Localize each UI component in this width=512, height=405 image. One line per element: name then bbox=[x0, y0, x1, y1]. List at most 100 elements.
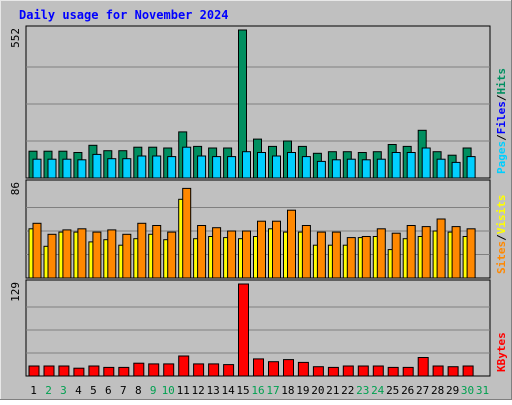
x-tick-label-8: 8 bbox=[135, 384, 142, 397]
bar-kbytes-day-6 bbox=[103, 366, 115, 377]
bar-sites-day-10 bbox=[167, 231, 177, 279]
bar-sites-day-18 bbox=[287, 209, 296, 279]
bar-kbytes-day-8 bbox=[133, 362, 145, 377]
bar-kbytes-day-28 bbox=[432, 365, 444, 377]
bar-files-day-2 bbox=[47, 158, 57, 179]
panel-visits-sites: 86 Sites/Visits bbox=[9, 179, 508, 279]
x-tick-label-12: 12 bbox=[191, 384, 204, 397]
legend-sites: Sites bbox=[495, 241, 508, 274]
x-tick-label-23: 23 bbox=[356, 384, 369, 397]
x-tick-label-31: 31 bbox=[476, 384, 489, 397]
bar-files-day-30 bbox=[466, 156, 476, 179]
panel-legend: Sites/Visits bbox=[495, 195, 508, 275]
bar-sites-day-5 bbox=[92, 231, 102, 279]
bar-files-day-10 bbox=[167, 156, 177, 179]
x-tick-label-21: 21 bbox=[326, 384, 339, 397]
x-tick-label-16: 16 bbox=[251, 384, 264, 397]
legend-kbytes: KBytes bbox=[495, 332, 508, 372]
bar-sites-day-2 bbox=[47, 233, 57, 279]
bar-kbytes-day-14 bbox=[223, 364, 235, 377]
bar-kbytes-day-10 bbox=[163, 363, 175, 377]
y-max-label: 86 bbox=[9, 182, 22, 195]
panel-legend: KBytes bbox=[495, 332, 508, 372]
bar-files-day-1 bbox=[32, 158, 42, 179]
bar-files-day-17 bbox=[272, 155, 281, 179]
bar-sites-day-27 bbox=[421, 226, 431, 279]
bar-kbytes-day-16 bbox=[253, 358, 264, 377]
x-axis-tick-labels: 1 2 3 4 5 6 7 8 9 10 11 12 13 14 15 16 17 18 19 20 21 22 23 24 2… bbox=[30, 384, 489, 397]
bar-kbytes-day-17 bbox=[268, 361, 279, 377]
x-tick-label-13: 13 bbox=[206, 384, 219, 397]
x-tick-label-9: 9 bbox=[150, 384, 157, 397]
bar-kbytes-day-4 bbox=[73, 367, 85, 377]
x-tick-label-1: 1 bbox=[30, 384, 37, 397]
bar-kbytes-day-18 bbox=[283, 359, 294, 377]
bar-files-day-9 bbox=[152, 155, 162, 179]
bar-kbytes-day-30 bbox=[462, 365, 474, 377]
x-tick-label-2: 2 bbox=[45, 384, 52, 397]
bar-files-day-3 bbox=[62, 158, 72, 179]
bar-kbytes-day-29 bbox=[447, 366, 459, 377]
legend-separator: / bbox=[495, 134, 508, 141]
x-tick-label-5: 5 bbox=[90, 384, 97, 397]
panel-kbytes: 129 KBytes bbox=[9, 279, 508, 377]
x-tick-label-17: 17 bbox=[266, 384, 279, 397]
bar-kbytes-day-2 bbox=[43, 365, 55, 377]
x-tick-label-19: 19 bbox=[296, 384, 309, 397]
bar-files-day-26 bbox=[406, 152, 416, 179]
legend-files: Files bbox=[495, 101, 508, 134]
bar-sites-day-19 bbox=[301, 225, 311, 279]
bar-files-day-4 bbox=[77, 159, 87, 179]
bar-sites-day-8 bbox=[137, 222, 147, 279]
bar-sites-day-6 bbox=[107, 229, 117, 279]
bar-kbytes-day-15 bbox=[238, 283, 249, 377]
bar-kbytes-day-19 bbox=[297, 361, 309, 377]
bar-files-day-20 bbox=[316, 160, 326, 179]
bar-files-day-15 bbox=[242, 151, 251, 179]
bar-sites-day-20 bbox=[316, 231, 326, 279]
legend-pages: Pages bbox=[495, 141, 508, 174]
bar-sites-day-11 bbox=[182, 187, 192, 279]
bar-files-day-5 bbox=[92, 153, 102, 179]
bar-files-day-27 bbox=[421, 147, 431, 179]
x-tick-label-15: 15 bbox=[236, 384, 249, 397]
bar-sites-day-7 bbox=[122, 233, 132, 279]
x-tick-label-20: 20 bbox=[311, 384, 324, 397]
bar-files-day-28 bbox=[436, 158, 446, 179]
bar-files-day-19 bbox=[301, 156, 311, 179]
bar-kbytes-day-5 bbox=[88, 365, 100, 377]
legend-separator: / bbox=[495, 234, 508, 241]
bar-kbytes-day-21 bbox=[327, 366, 339, 377]
x-tick-label-27: 27 bbox=[416, 384, 429, 397]
bar-files-day-11 bbox=[182, 146, 192, 179]
bar-files-day-7 bbox=[122, 158, 132, 179]
x-tick-label-11: 11 bbox=[177, 384, 190, 397]
chart-title: Daily usage for November 2024 bbox=[19, 8, 229, 22]
bar-kbytes-day-1 bbox=[28, 365, 40, 377]
bar-kbytes-day-26 bbox=[402, 366, 414, 377]
bar-sites-day-16 bbox=[257, 220, 266, 279]
bar-sites-day-3 bbox=[62, 229, 72, 279]
bar-files-day-22 bbox=[346, 158, 356, 179]
bar-files-day-14 bbox=[227, 156, 237, 179]
bar-sites-day-25 bbox=[391, 232, 401, 279]
bar-kbytes-day-25 bbox=[387, 366, 399, 377]
bar-files-day-16 bbox=[257, 152, 266, 179]
bar-files-day-21 bbox=[331, 159, 341, 179]
bar-files-day-25 bbox=[391, 152, 401, 179]
bar-kbytes-day-22 bbox=[342, 365, 354, 377]
bar-sites-day-29 bbox=[451, 226, 461, 279]
bar-sites-day-12 bbox=[197, 225, 207, 279]
x-tick-label-7: 7 bbox=[120, 384, 127, 397]
y-max-label: 129 bbox=[9, 282, 22, 302]
y-max-label: 552 bbox=[9, 28, 22, 48]
bar-kbytes-day-3 bbox=[58, 365, 70, 377]
bar-kbytes-day-23 bbox=[357, 365, 369, 377]
bar-kbytes-day-11 bbox=[178, 355, 190, 377]
bar-sites-day-17 bbox=[272, 220, 281, 279]
bar-kbytes-day-12 bbox=[193, 363, 205, 377]
x-tick-label-14: 14 bbox=[221, 384, 235, 397]
